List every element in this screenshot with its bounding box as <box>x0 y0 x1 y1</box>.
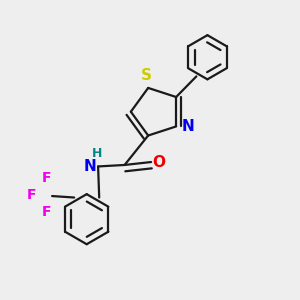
Text: F: F <box>26 188 36 202</box>
Text: S: S <box>141 68 152 82</box>
Text: H: H <box>92 147 102 160</box>
Text: F: F <box>41 206 51 220</box>
Text: N: N <box>84 159 97 174</box>
Text: N: N <box>182 119 194 134</box>
Text: F: F <box>41 171 51 185</box>
Text: O: O <box>153 154 166 169</box>
